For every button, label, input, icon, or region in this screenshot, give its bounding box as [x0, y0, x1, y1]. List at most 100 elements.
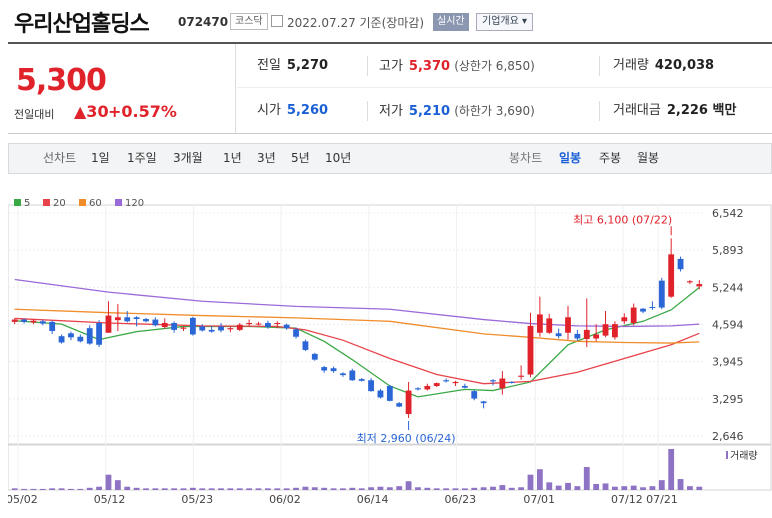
- volume-bar: [565, 482, 571, 490]
- volume-bar: [208, 488, 215, 490]
- high-label: 고가: [379, 59, 403, 74]
- volume-bar: [602, 483, 609, 490]
- y-tick-label: 3,945: [712, 356, 744, 369]
- candle-body: [687, 281, 693, 283]
- candle-body: [536, 314, 543, 333]
- open-label: 시가: [257, 103, 281, 118]
- legend-swatch-20: [43, 199, 50, 206]
- legend-swatch-60: [79, 199, 86, 206]
- volume-bar: [611, 486, 618, 490]
- candle-body: [293, 329, 299, 337]
- candle-body: [321, 367, 328, 371]
- volume-bar: [96, 486, 103, 490]
- candle-body: [405, 390, 412, 415]
- volume-bar: [443, 488, 450, 490]
- calendar-icon: [271, 15, 283, 27]
- candle-body: [565, 317, 571, 333]
- volume-bar: [386, 487, 393, 490]
- period-5y[interactable]: 5년: [291, 151, 310, 165]
- legend-label-120: 120: [125, 198, 144, 209]
- candle-body: [574, 333, 581, 339]
- candle-body: [518, 375, 525, 377]
- volume-bar: [86, 487, 93, 490]
- period-1d[interactable]: 1일: [91, 151, 110, 165]
- candle-body: [180, 327, 187, 329]
- price-chart[interactable]: 6,542 5,893 5,244 4,594 3,945 3,295 2,646 05/02…: [6, 191, 772, 509]
- candle-body: [152, 319, 159, 326]
- volume-bar: [152, 488, 159, 490]
- candle-body: [189, 317, 196, 335]
- candle-body: [443, 380, 450, 382]
- volume-plot-frame: [7, 444, 772, 491]
- candle-body: [349, 370, 356, 381]
- candle-body: [302, 341, 309, 350]
- prev-close: 전일 5,270: [257, 44, 328, 88]
- volume-bar: [49, 488, 56, 490]
- current-price: 5,300: [16, 63, 107, 98]
- candle-body: [68, 333, 74, 338]
- price-block: 5,300 전일대비 ▲30 +0.57%: [8, 44, 236, 133]
- volume-bar: [546, 482, 553, 490]
- volume-bar: [302, 486, 309, 490]
- legend-swatch-5: [14, 199, 21, 206]
- volume-bar: [668, 449, 675, 490]
- candle-body: [86, 328, 93, 344]
- volume-bar: [143, 488, 149, 490]
- candle-body: [546, 318, 553, 333]
- volume-bar: [527, 474, 534, 490]
- legend-swatch-120: [115, 199, 122, 206]
- candle-body: [133, 317, 140, 320]
- candle-body: [555, 333, 562, 337]
- candle-body: [602, 324, 609, 336]
- period-3y[interactable]: 3년: [257, 151, 276, 165]
- candle-body: [424, 385, 431, 390]
- volume-bar: [161, 488, 168, 490]
- candle-body: [246, 323, 253, 325]
- low-value: 5,210: [408, 104, 451, 119]
- candle-monthly[interactable]: 월봉: [637, 151, 660, 165]
- high-price: 고가 5,370 (상한가 6,850): [379, 44, 535, 88]
- market-badge: 코스닥: [230, 13, 268, 30]
- low-annotation: 최저 2,960 (06/24): [357, 432, 456, 445]
- candle-body: [283, 324, 290, 329]
- realtime-button[interactable]: 실시간: [433, 13, 469, 31]
- trade-amount: 거래대금 2,226 백만: [613, 89, 736, 133]
- candle-body: [480, 401, 487, 404]
- company-overview-dropdown[interactable]: 기업개요 ▾: [476, 13, 533, 31]
- candle-body: [649, 306, 656, 308]
- quote-panel: 5,300 전일대비 ▲30 +0.57% 전일 5,270 고가 5,370 (상…: [8, 42, 772, 134]
- volume-bar: [349, 487, 356, 490]
- volume-bar: [105, 474, 112, 490]
- legend-label-5: 5: [24, 198, 30, 209]
- candle-body: [340, 373, 346, 376]
- candle-daily[interactable]: 일봉: [559, 151, 582, 165]
- amount-label: 거래대금: [613, 103, 661, 118]
- candle-weekly[interactable]: 주봉: [599, 151, 622, 165]
- candlestick-chart[interactable]: 6,542 5,893 5,244 4,594 3,945 3,295 2,646 05/02…: [6, 191, 772, 509]
- open-value: 5,260: [286, 103, 329, 118]
- open-price: 시가 5,260: [257, 89, 328, 133]
- lower-limit: (하한가 3,690): [454, 104, 535, 118]
- volume-label: 거래량: [613, 58, 649, 73]
- period-1w[interactable]: 1주일: [127, 151, 157, 165]
- volume-bar: [39, 488, 46, 490]
- candle-body: [583, 329, 590, 340]
- candle-body: [499, 378, 506, 389]
- period-1y[interactable]: 1년: [223, 151, 242, 165]
- stock-name[interactable]: 우리산업홀딩스: [14, 12, 150, 37]
- volume-bar: [180, 488, 187, 490]
- candle-body: [58, 336, 65, 343]
- period-10y[interactable]: 10년: [325, 151, 352, 165]
- candle-body: [593, 334, 600, 339]
- volume-bar: [30, 488, 37, 490]
- candle-body: [696, 284, 703, 287]
- x-tick-label: 06/02: [269, 493, 301, 506]
- candle-body: [668, 254, 675, 297]
- volume-bar: [358, 488, 365, 490]
- high-annotation: 최고 6,100 (07/22): [573, 213, 672, 226]
- volume-bar: [452, 488, 459, 490]
- ma-120-line: [14, 278, 700, 328]
- candle-body: [143, 319, 149, 322]
- period-3m[interactable]: 3개월: [173, 151, 203, 165]
- volume-bar: [189, 487, 196, 490]
